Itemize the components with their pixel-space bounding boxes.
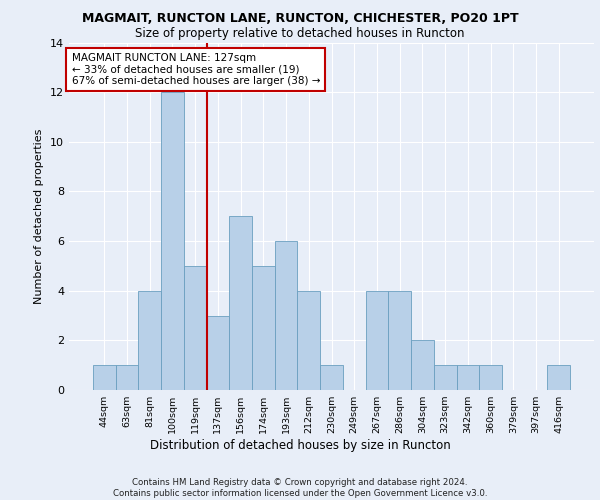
Bar bbox=[365, 290, 388, 390]
Bar bbox=[93, 365, 116, 390]
Bar bbox=[547, 365, 570, 390]
Bar bbox=[388, 290, 411, 390]
Bar bbox=[116, 365, 139, 390]
Bar bbox=[320, 365, 343, 390]
Text: MAGMAIT, RUNCTON LANE, RUNCTON, CHICHESTER, PO20 1PT: MAGMAIT, RUNCTON LANE, RUNCTON, CHICHEST… bbox=[82, 12, 518, 26]
Bar bbox=[457, 365, 479, 390]
Bar bbox=[229, 216, 252, 390]
Bar bbox=[275, 241, 298, 390]
Bar bbox=[206, 316, 229, 390]
Y-axis label: Number of detached properties: Number of detached properties bbox=[34, 128, 44, 304]
Bar bbox=[479, 365, 502, 390]
Text: Distribution of detached houses by size in Runcton: Distribution of detached houses by size … bbox=[149, 440, 451, 452]
Bar bbox=[161, 92, 184, 390]
Bar bbox=[139, 290, 161, 390]
Text: Size of property relative to detached houses in Runcton: Size of property relative to detached ho… bbox=[135, 28, 465, 40]
Text: Contains HM Land Registry data © Crown copyright and database right 2024.
Contai: Contains HM Land Registry data © Crown c… bbox=[113, 478, 487, 498]
Bar bbox=[298, 290, 320, 390]
Bar bbox=[252, 266, 275, 390]
Bar bbox=[411, 340, 434, 390]
Text: MAGMAIT RUNCTON LANE: 127sqm
← 33% of detached houses are smaller (19)
67% of se: MAGMAIT RUNCTON LANE: 127sqm ← 33% of de… bbox=[71, 53, 320, 86]
Bar bbox=[184, 266, 206, 390]
Bar bbox=[434, 365, 457, 390]
